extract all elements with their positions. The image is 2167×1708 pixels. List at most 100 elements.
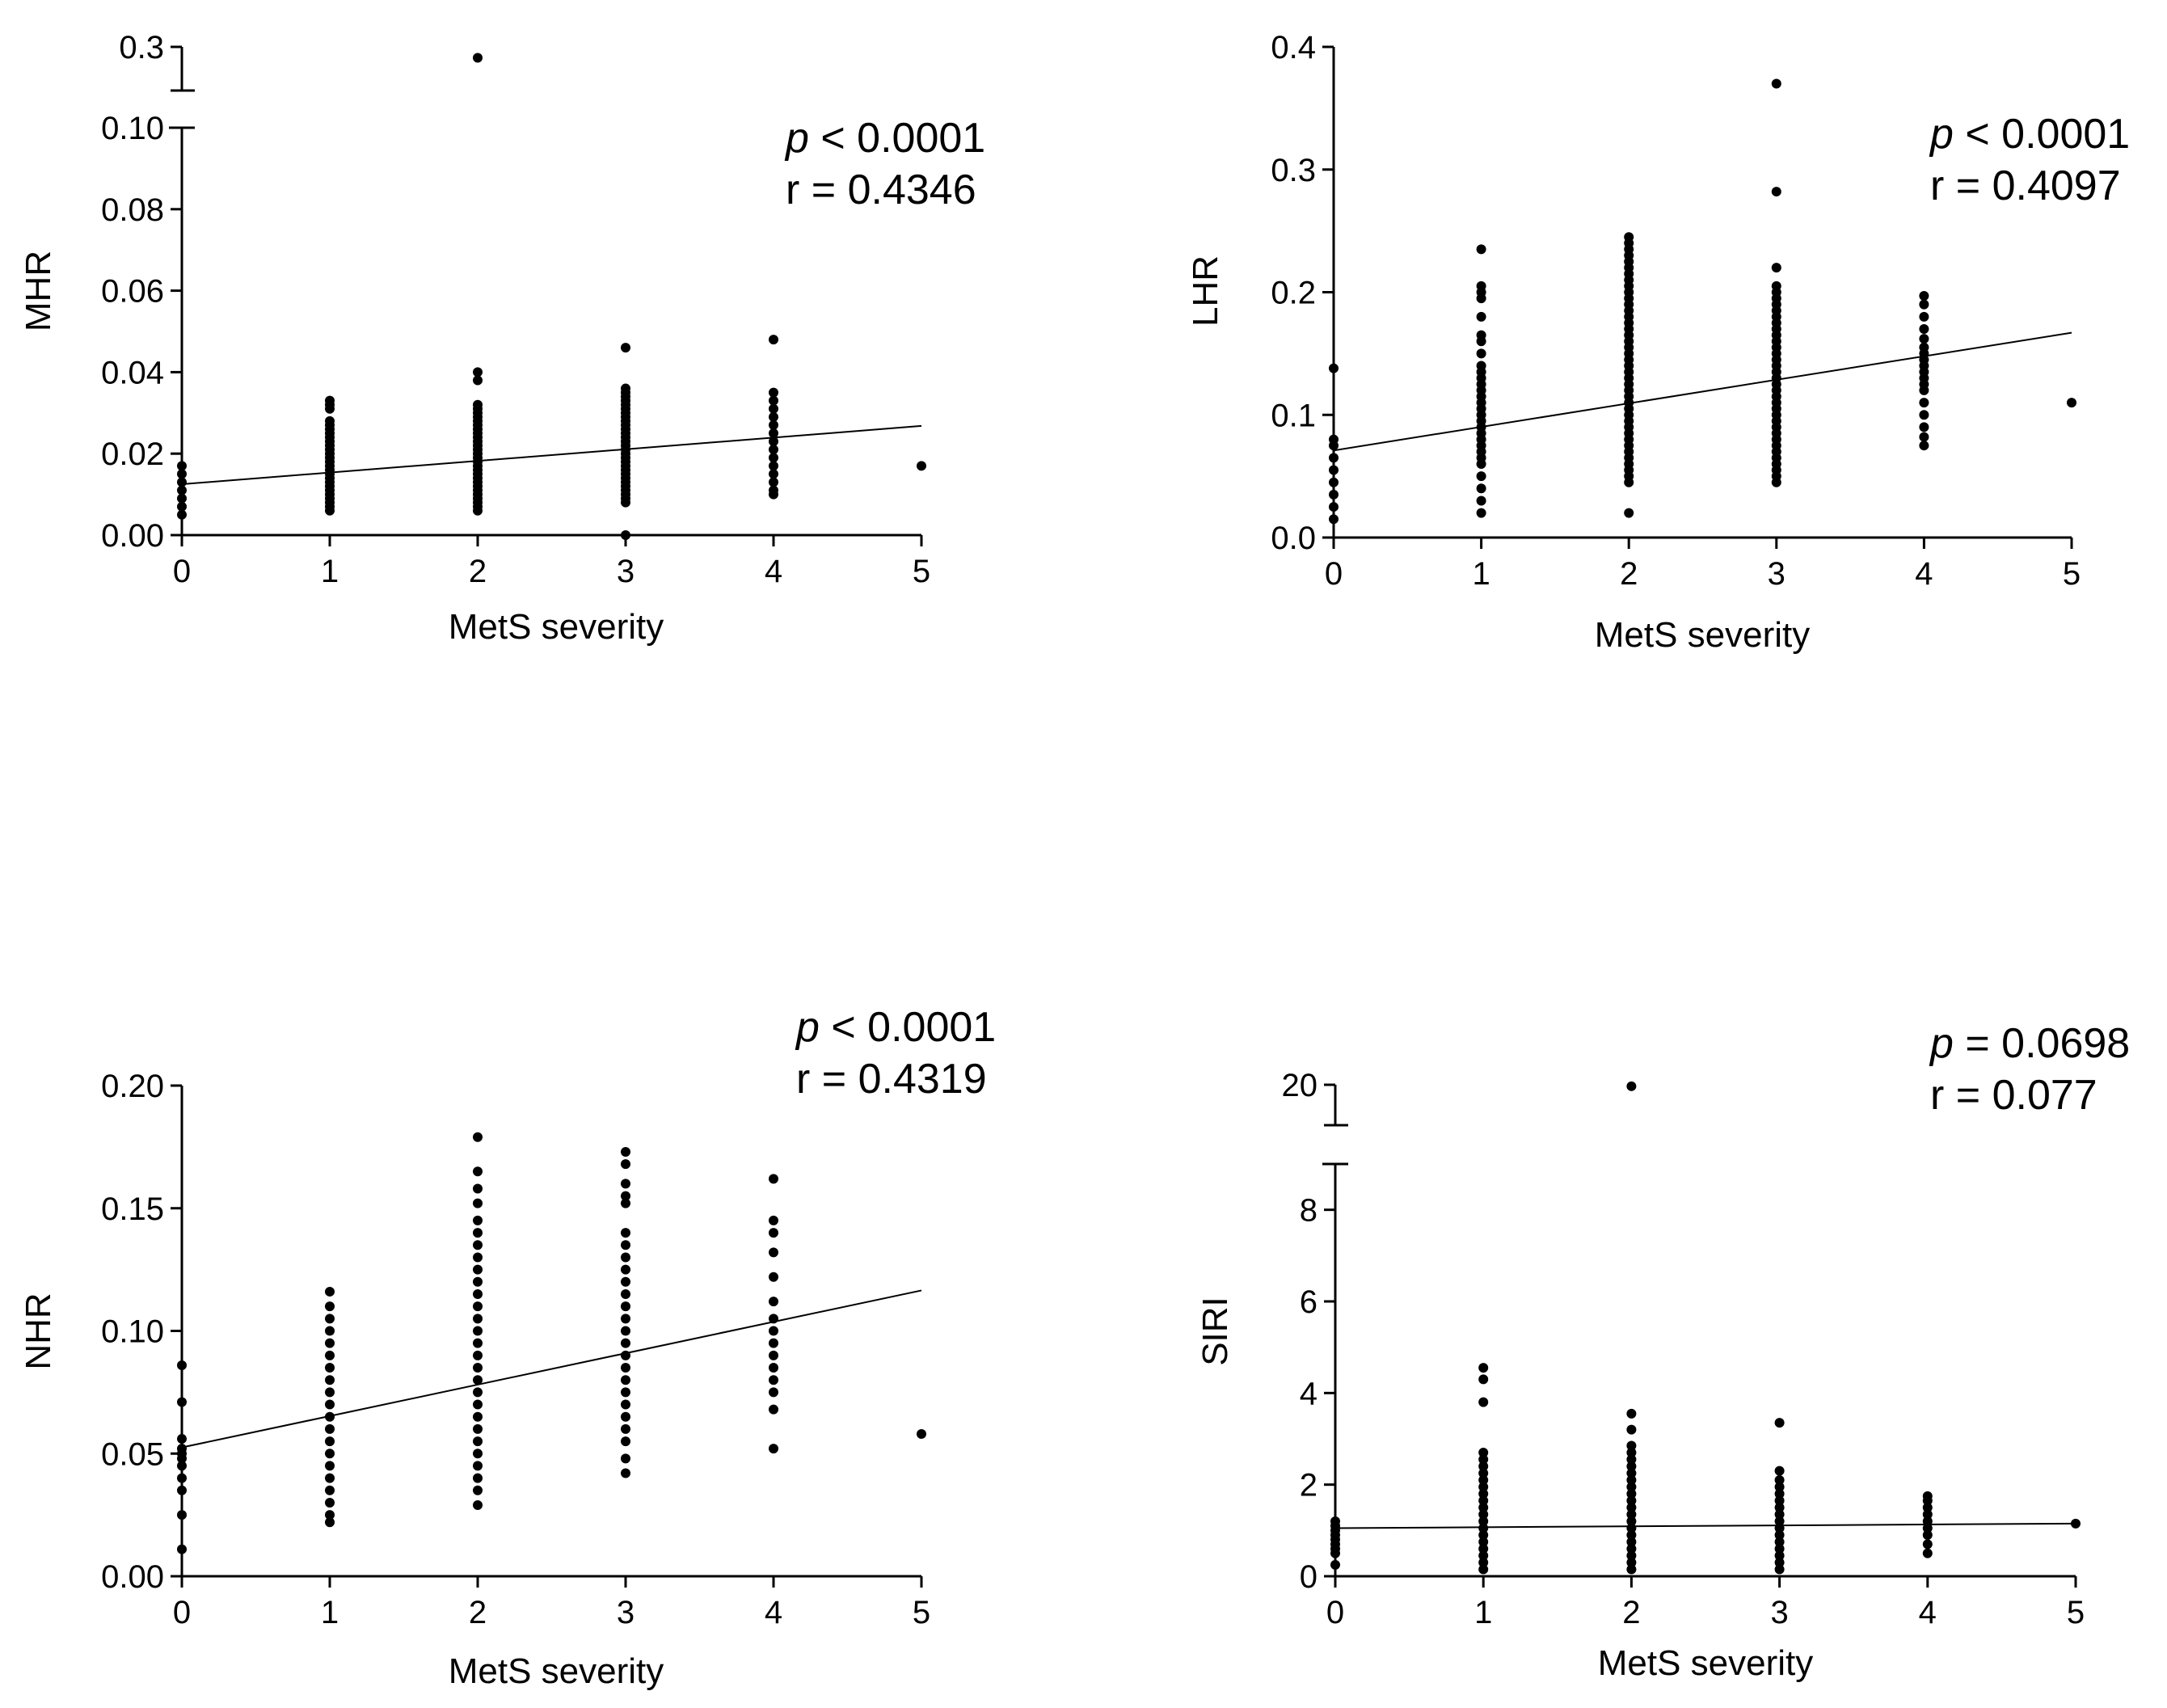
data-point xyxy=(1774,1466,1785,1476)
data-point xyxy=(325,1375,335,1385)
data-point xyxy=(1478,1537,1489,1547)
data-point xyxy=(177,1510,187,1520)
data-point xyxy=(621,1423,630,1434)
data-point xyxy=(473,1473,483,1483)
x-tick-label: 0 xyxy=(1325,556,1343,592)
y-tick-label: 0.4 xyxy=(1271,30,1316,65)
data-point xyxy=(621,1179,630,1189)
data-point xyxy=(1919,342,1929,352)
x-tick-label: 4 xyxy=(765,1595,782,1630)
data-point xyxy=(769,1350,778,1360)
data-point xyxy=(473,1132,483,1142)
data-point xyxy=(1478,1454,1489,1465)
data-point xyxy=(1330,1559,1340,1570)
data-point xyxy=(1774,1564,1785,1575)
x-axis-label: MetS severity xyxy=(449,1651,664,1691)
x-tick-label: 1 xyxy=(321,554,339,589)
data-point xyxy=(1478,1363,1489,1373)
data-point xyxy=(1919,398,1929,408)
data-point xyxy=(1476,311,1486,322)
data-point xyxy=(1922,1523,1933,1533)
data-point xyxy=(1626,1509,1637,1520)
data-point xyxy=(1774,1516,1785,1526)
data-point xyxy=(325,1338,335,1348)
data-point xyxy=(769,1247,778,1258)
x-tick-label: 5 xyxy=(913,554,930,589)
y-tick-label: 6 xyxy=(1300,1284,1317,1320)
data-point xyxy=(473,1499,483,1510)
data-point xyxy=(769,453,778,463)
outlier-point xyxy=(1626,1081,1637,1091)
y-tick-label: 4 xyxy=(1300,1376,1317,1411)
y-tick-label: 0.3 xyxy=(119,30,164,65)
data-point xyxy=(1626,1408,1637,1419)
p-value-text: < 0.0001 xyxy=(820,1004,996,1051)
data-point xyxy=(621,1276,630,1287)
r-value-annotation: r = 0.4346 xyxy=(786,167,976,213)
data-point xyxy=(1919,291,1929,302)
data-point xyxy=(473,1423,483,1434)
x-tick-label: 5 xyxy=(913,1595,930,1630)
data-point xyxy=(769,1387,778,1398)
p-value-text: < 0.0001 xyxy=(809,115,985,162)
data-point xyxy=(621,1314,630,1324)
data-point xyxy=(1774,1530,1785,1540)
data-point xyxy=(1626,1544,1637,1554)
data-point xyxy=(1329,477,1339,487)
data-point xyxy=(325,1473,335,1483)
data-point xyxy=(325,1485,335,1495)
data-point xyxy=(177,469,187,479)
data-point xyxy=(1626,1558,1637,1567)
y-axis-label: MHR xyxy=(19,251,58,331)
data-point xyxy=(1626,1489,1637,1499)
data-point xyxy=(177,1473,187,1483)
data-point xyxy=(1626,1564,1637,1575)
data-point xyxy=(1626,1503,1637,1512)
data-point xyxy=(1476,483,1486,494)
data-point xyxy=(621,1436,630,1447)
data-point xyxy=(1919,422,1929,432)
data-point xyxy=(1476,280,1486,291)
x-tick-label: 4 xyxy=(1915,556,1933,592)
data-point xyxy=(769,428,778,438)
data-point xyxy=(621,1326,630,1336)
data-point xyxy=(1478,1475,1489,1485)
data-point xyxy=(1922,1539,1933,1550)
data-point xyxy=(769,395,778,406)
data-point xyxy=(1919,410,1929,420)
p-value-annotation: p < 0.0001 xyxy=(795,1004,996,1051)
data-point xyxy=(1774,1475,1785,1485)
data-point xyxy=(621,1159,630,1170)
data-point xyxy=(1774,1537,1785,1547)
data-point xyxy=(473,1399,483,1410)
p-symbol: p xyxy=(1929,111,1954,158)
data-point xyxy=(1478,1482,1489,1492)
p-value-annotation: p < 0.0001 xyxy=(1929,111,2130,158)
data-point xyxy=(1626,1482,1637,1492)
data-point xyxy=(325,1350,335,1360)
data-point xyxy=(473,1387,483,1398)
data-point xyxy=(1330,1516,1340,1526)
x-axis-label: MetS severity xyxy=(1595,615,1811,655)
data-point xyxy=(1922,1548,1933,1558)
regression-line xyxy=(1333,331,2072,452)
data-point xyxy=(621,1264,630,1275)
y-tick-label: 0.1 xyxy=(1271,398,1316,433)
regression-line xyxy=(181,424,922,485)
data-point xyxy=(473,1198,483,1208)
data-point xyxy=(473,1338,483,1348)
y-axis-label: NHR xyxy=(19,1293,58,1369)
data-point xyxy=(1476,508,1486,518)
data-point xyxy=(1919,441,1929,451)
data-point xyxy=(1476,496,1486,506)
chart-lhr: 0 1 2 3 4 5 0.0 0.1 0.2 0.3 0.4 MetS severity LHR p <… xyxy=(1186,30,2130,655)
data-point xyxy=(2067,398,2076,408)
data-point xyxy=(621,1252,630,1263)
data-point xyxy=(621,530,630,540)
data-point xyxy=(1774,1558,1785,1567)
p-value-annotation: p = 0.0698 xyxy=(1929,1020,2130,1067)
data-point xyxy=(621,1453,630,1464)
y-axis-label: SIRI xyxy=(1195,1297,1235,1366)
data-point xyxy=(621,343,630,353)
data-point xyxy=(1774,1495,1785,1506)
